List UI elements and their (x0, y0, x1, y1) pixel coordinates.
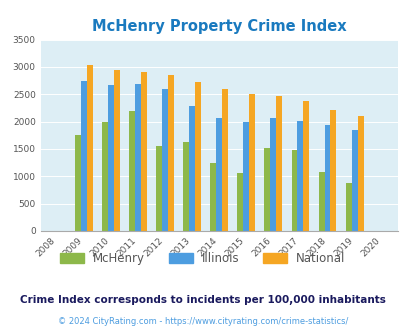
Legend: McHenry, Illinois, National: McHenry, Illinois, National (55, 247, 350, 270)
Bar (303, 101, 309, 231)
Bar (189, 106, 195, 231)
Bar (291, 149, 297, 231)
Bar (129, 111, 135, 231)
Text: © 2024 CityRating.com - https://www.cityrating.com/crime-statistics/: © 2024 CityRating.com - https://www.city… (58, 317, 347, 326)
Bar (216, 118, 222, 231)
Bar (195, 82, 200, 231)
Bar (357, 115, 362, 231)
Text: Crime Index corresponds to incidents per 100,000 inhabitants: Crime Index corresponds to incidents per… (20, 295, 385, 305)
Bar (102, 122, 108, 231)
Bar (141, 72, 147, 231)
Bar (330, 110, 336, 231)
Bar (276, 96, 281, 231)
Bar (162, 89, 168, 231)
Bar (87, 65, 93, 231)
Bar (264, 148, 270, 231)
Bar (270, 118, 276, 231)
Bar (108, 85, 114, 231)
Bar (249, 94, 255, 231)
Title: McHenry Property Crime Index: McHenry Property Crime Index (92, 19, 346, 34)
Bar (135, 84, 141, 231)
Bar (345, 183, 351, 231)
Bar (222, 89, 228, 231)
Bar (168, 75, 174, 231)
Bar (183, 143, 189, 231)
Bar (81, 81, 87, 231)
Bar (324, 125, 330, 231)
Bar (75, 135, 81, 231)
Bar (156, 146, 162, 231)
Bar (351, 130, 357, 231)
Bar (318, 172, 324, 231)
Bar (210, 163, 216, 231)
Bar (297, 121, 303, 231)
Bar (243, 122, 249, 231)
Bar (237, 173, 243, 231)
Bar (114, 70, 119, 231)
